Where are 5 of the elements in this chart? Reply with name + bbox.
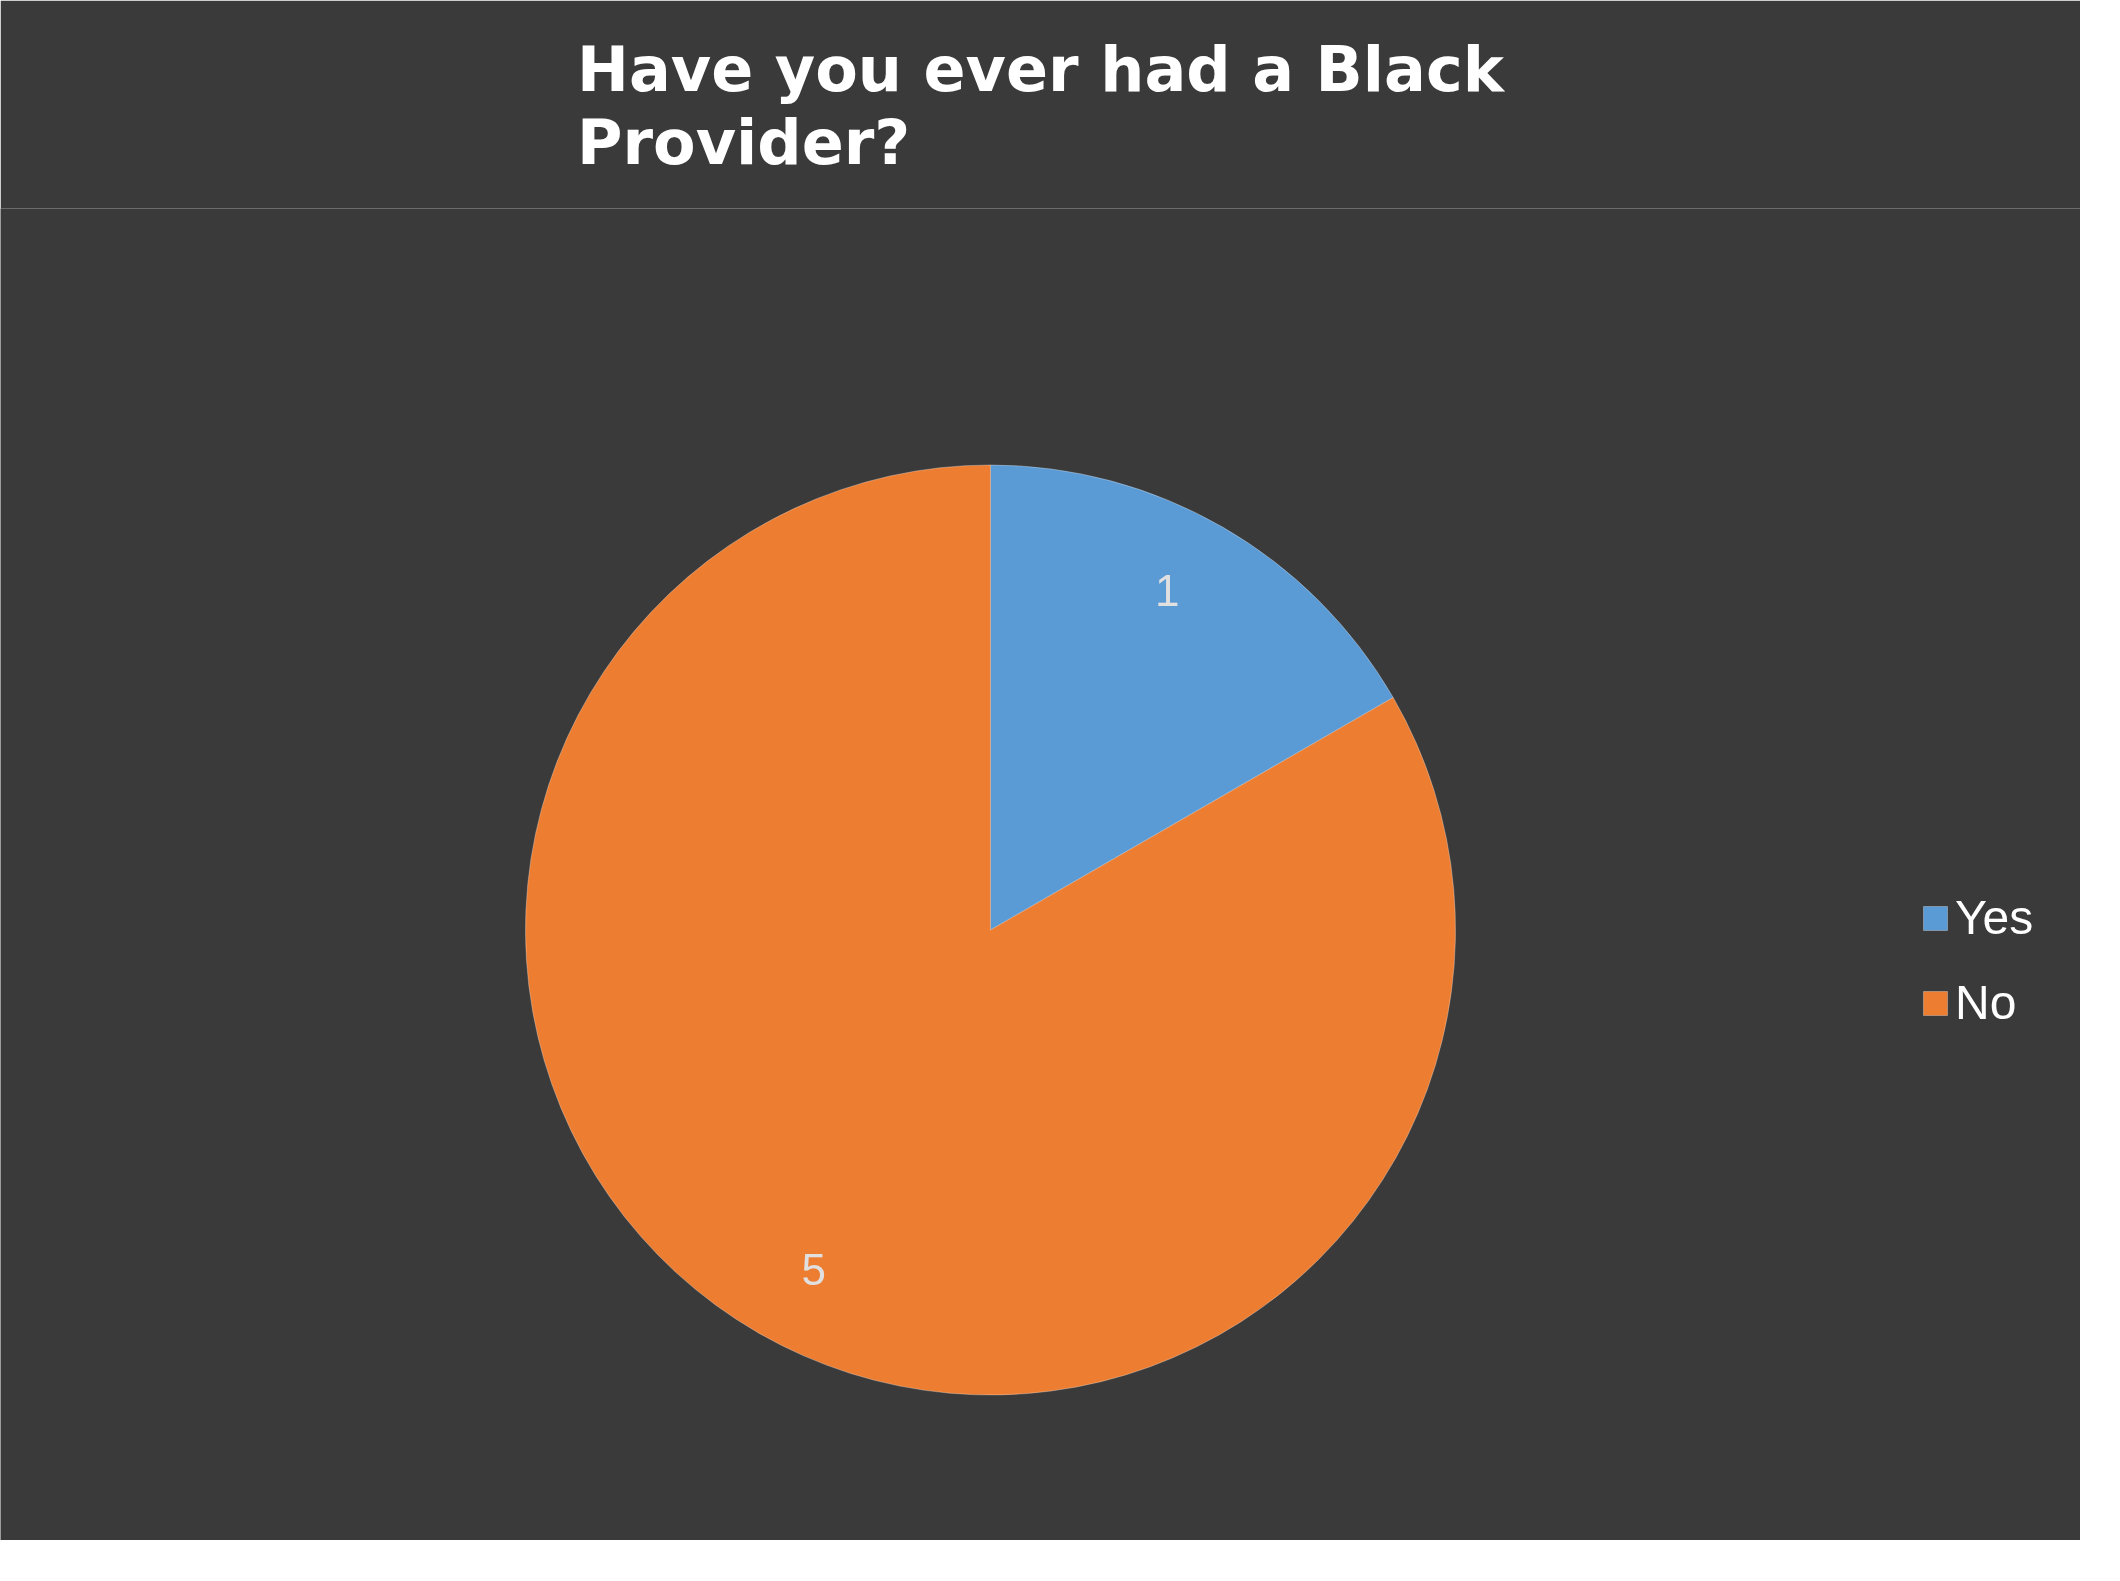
- chart-title: Have you ever had a Black Provider?: [577, 32, 1506, 179]
- legend-label: Yes: [1955, 890, 2034, 945]
- legend-label: No: [1955, 975, 2017, 1030]
- data-label: 5: [801, 1245, 827, 1295]
- data-label: 1: [1154, 565, 1180, 615]
